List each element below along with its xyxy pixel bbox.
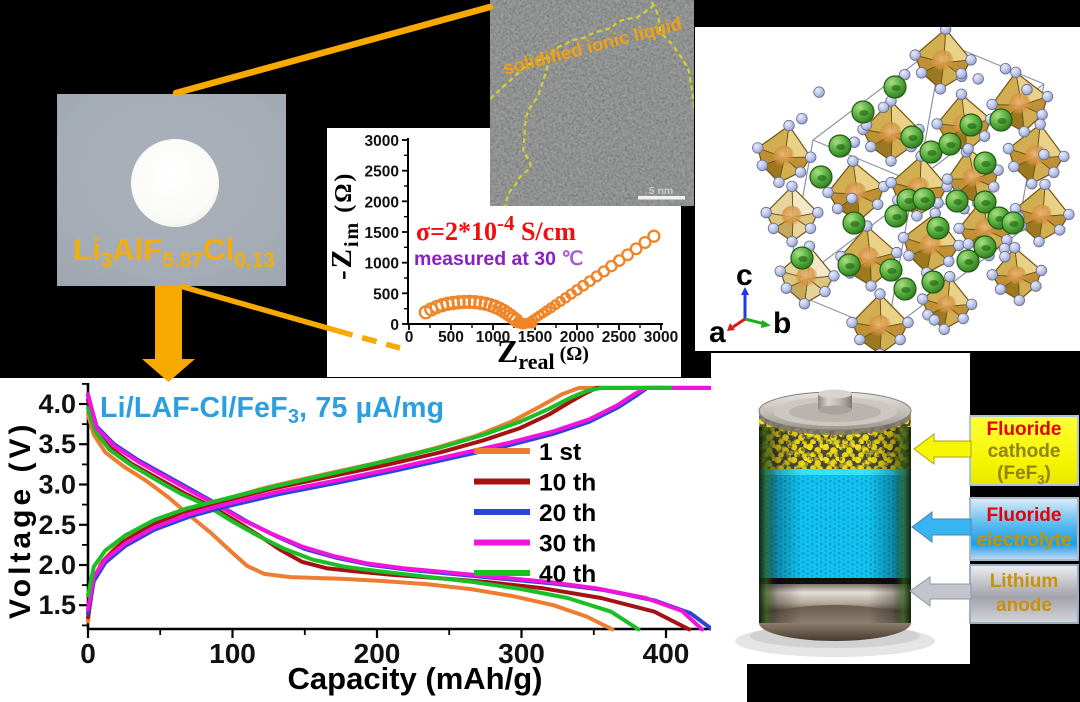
svg-text:10 th: 10 th: [539, 470, 596, 497]
svg-text:1000: 1000: [476, 329, 510, 346]
svg-text:200: 200: [354, 638, 401, 669]
svg-text:measured at 30 ℃: measured at 30 ℃: [414, 248, 583, 270]
svg-text:a: a: [709, 316, 726, 349]
svg-text:30 th: 30 th: [539, 531, 596, 558]
svg-text:500: 500: [373, 286, 399, 303]
svg-text:2.0: 2.0: [38, 550, 76, 580]
svg-text:-Zim (Ω): -Zim (Ω): [327, 172, 363, 280]
svg-text:3000: 3000: [365, 133, 399, 150]
svg-text:3.5: 3.5: [38, 429, 76, 459]
svg-text:40 th: 40 th: [539, 561, 596, 588]
svg-text:2000: 2000: [560, 329, 594, 346]
svg-text:2500: 2500: [602, 329, 636, 346]
svg-text:2.5: 2.5: [38, 510, 76, 540]
svg-text:Li/LAF-Cl/FeF3, 75 µA/mg: Li/LAF-Cl/FeF3, 75 µA/mg: [100, 392, 444, 428]
svg-text:3.0: 3.0: [38, 470, 76, 500]
svg-text:c: c: [736, 259, 753, 292]
svg-text:1 st: 1 st: [539, 439, 581, 466]
svg-text:1.5: 1.5: [38, 590, 76, 620]
svg-text:20 th: 20 th: [539, 500, 596, 527]
svg-text:1500: 1500: [365, 225, 399, 242]
svg-text:0: 0: [405, 329, 414, 346]
svg-text:Capacity (mAh/g): Capacity (mAh/g): [288, 661, 543, 696]
svg-text:b: b: [773, 307, 791, 340]
svg-text:400: 400: [643, 638, 690, 669]
svg-text:4.0: 4.0: [38, 389, 76, 419]
svg-text:2500: 2500: [365, 164, 399, 181]
svg-text:3000: 3000: [644, 329, 678, 346]
svg-text:0: 0: [80, 638, 96, 669]
svg-text:100: 100: [209, 638, 256, 669]
svg-text:500: 500: [438, 329, 464, 346]
svg-text:5 nm: 5 nm: [649, 185, 674, 197]
svg-text:1500: 1500: [518, 329, 552, 346]
svg-text:σ=2*10-4 S/cm: σ=2*10-4 S/cm: [416, 211, 576, 246]
svg-text:2000: 2000: [365, 194, 399, 211]
svg-text:1000: 1000: [365, 256, 399, 273]
svg-text:0: 0: [390, 317, 399, 334]
svg-text:300: 300: [498, 638, 545, 669]
svg-text:Voltage (V): Voltage (V): [4, 421, 37, 619]
